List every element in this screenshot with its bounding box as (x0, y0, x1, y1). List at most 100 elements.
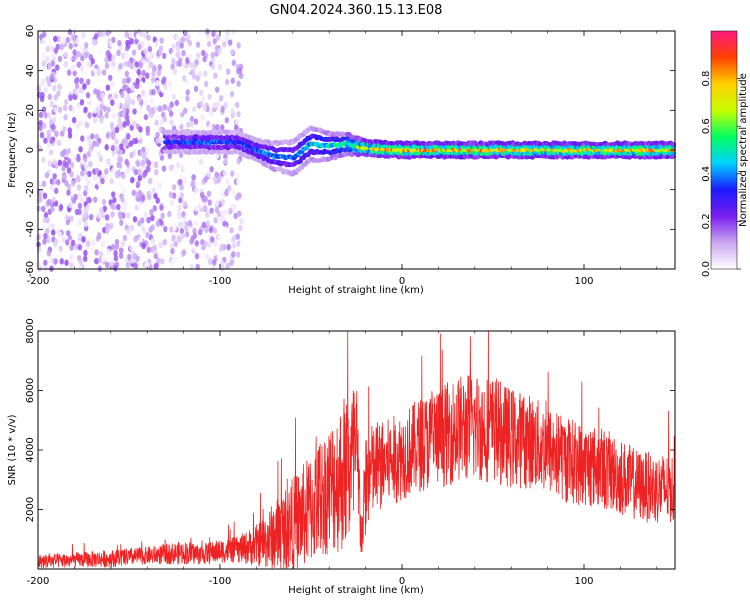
heatmap-noise-cell (97, 47, 102, 55)
heatmap-noise-cell (67, 132, 73, 139)
heatmap-noise-cell (200, 49, 206, 57)
heatmap-noise-cell (198, 158, 204, 166)
heatmap-noise-cell (46, 250, 52, 257)
heatmap-noise-cell (201, 221, 207, 229)
heatmap-noise-cell (239, 241, 244, 249)
heatmap-noise-cell (45, 56, 50, 63)
heatmap-noise-cell (109, 65, 115, 72)
heatmap-noise-cell (206, 40, 212, 48)
heatmap-noise-cell (216, 177, 222, 184)
heatmap-noise-cell (125, 261, 131, 269)
heatmap-noise-cell (190, 181, 195, 188)
heatmap-noise-cell (58, 204, 64, 211)
heatmap-noise-cell (151, 187, 156, 195)
heatmap-noise-cell (225, 262, 230, 270)
heatmap-noise-cell (66, 69, 72, 76)
heatmap-noise-cell (72, 93, 77, 100)
heatmap-noise-cell (200, 114, 205, 121)
heatmap-noise-cell (236, 157, 241, 165)
heatmap-noise-cell (205, 219, 211, 227)
y-tick-label: -40 (25, 221, 36, 237)
x-tick-label: -200 (27, 276, 50, 287)
heatmap-noise-cell (146, 246, 151, 253)
heatmap-noise-cell (160, 86, 165, 94)
heatmap-noise-cell (136, 169, 142, 176)
heatmap-noise-cell (99, 117, 104, 124)
heatmap-noise-cell (167, 152, 172, 160)
heatmap-noise-cell (145, 72, 150, 79)
heatmap-noise-cell (126, 60, 132, 68)
heatmap-noise-cell (38, 111, 44, 119)
heatmap-noise-cell (49, 101, 55, 108)
heatmap-noise-cell (50, 205, 55, 213)
heatmap-noise-cell (180, 232, 186, 240)
heatmap-noise-cell (174, 34, 180, 41)
heatmap-noise-cell (77, 244, 83, 251)
heatmap-noise-cell (79, 197, 85, 204)
heatmap-noise-cell (182, 200, 188, 208)
heatmap-noise-cell (122, 84, 127, 91)
heatmap-noise-cell (104, 214, 110, 221)
heatmap-noise-cell (129, 176, 135, 184)
heatmap-noise-cell (129, 224, 134, 232)
heatmap-noise-cell (142, 32, 148, 39)
heatmap-noise-cell (141, 171, 147, 179)
heatmap-noise-cell (95, 106, 101, 113)
heatmap-noise-cell (139, 150, 144, 157)
heatmap-noise-cell (86, 135, 91, 142)
heatmap-noise-cell (217, 63, 223, 71)
heatmap-noise-cell (133, 168, 139, 176)
heatmap-noise-cell (227, 39, 233, 46)
heatmap-noise-cell (102, 105, 107, 112)
heatmap-noise-cell (41, 221, 46, 229)
heatmap-noise-cell (179, 183, 184, 191)
heatmap-noise-cell (77, 192, 82, 199)
heatmap-noise-cell (143, 91, 148, 98)
heatmap-noise-cell (59, 43, 64, 51)
heatmap-noise-cell (77, 233, 82, 240)
heatmap-noise-cell (49, 184, 54, 191)
heatmap-noise-cell (175, 45, 181, 52)
heatmap-noise-cell (178, 178, 183, 186)
heatmap-noise-cell (138, 62, 143, 69)
heatmap-noise-cell (123, 102, 128, 109)
heatmap-noise-cell (147, 45, 153, 53)
heatmap-noise-cell (81, 236, 86, 243)
heatmap-noise-cell (111, 112, 117, 120)
heatmap-noise-cell (98, 250, 104, 258)
heatmap-noise-cell (43, 232, 48, 240)
heatmap-noise-cell (210, 56, 215, 64)
heatmap-noise-cell (135, 82, 140, 90)
heatmap-noise-cell (66, 79, 71, 86)
heatmap-noise-cell (124, 158, 129, 166)
heatmap-noise-cell (153, 161, 159, 169)
heatmap-noise-cell (125, 39, 130, 47)
heatmap-noise-cell (114, 126, 120, 134)
heatmap-noise-cell (176, 120, 181, 127)
heatmap-noise-cell (84, 184, 89, 192)
heatmap-noise-cell (195, 41, 201, 48)
heatmap-noise-cell (189, 264, 194, 271)
heatmap-noise-cell (157, 105, 162, 112)
heatmap-noise-cell (154, 119, 159, 126)
heatmap-noise-cell (53, 106, 58, 113)
heatmap-noise-cell (185, 89, 190, 96)
heatmap-noise-cell (186, 33, 191, 41)
heatmap-noise-cell (37, 146, 43, 153)
heatmap-noise-cell (42, 192, 48, 200)
heatmap-noise-cell (213, 72, 218, 79)
heatmap-noise-cell (208, 123, 213, 130)
heatmap-noise-cell (131, 189, 136, 197)
heatmap-noise-cell (56, 139, 62, 147)
heatmap-noise-cell (97, 30, 102, 37)
heatmap-noise-cell (150, 76, 156, 84)
heatmap-noise-cell (90, 133, 95, 140)
heatmap-noise-cell (189, 102, 194, 109)
heatmap-noise-cell (153, 192, 158, 200)
heatmap-noise-cell (201, 95, 206, 102)
heatmap-noise-cell (169, 242, 175, 250)
x-tick-label: -200 (27, 576, 50, 587)
heatmap-noise-cell (105, 222, 110, 230)
heatmap-noise-cell (136, 133, 142, 141)
